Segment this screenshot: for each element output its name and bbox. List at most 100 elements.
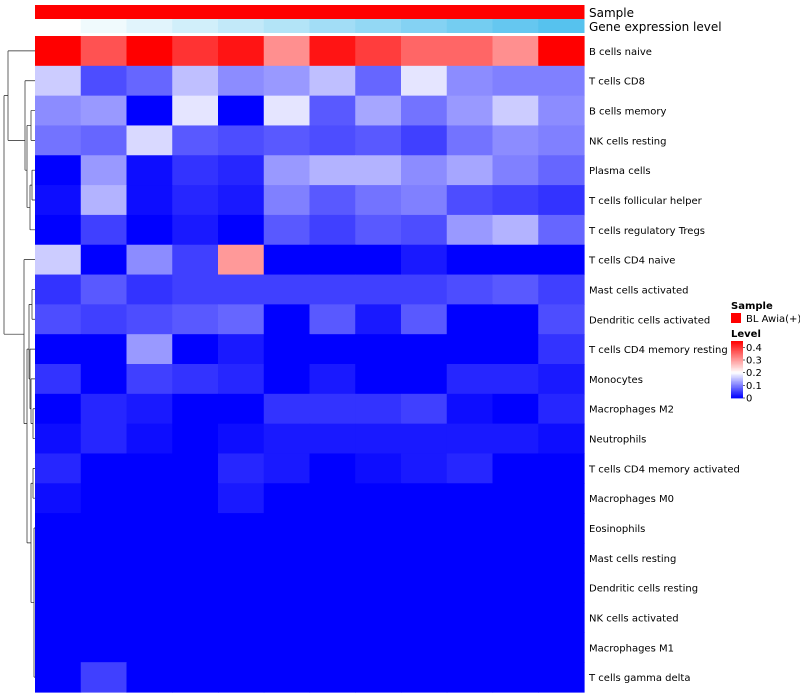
heatmap-cell [401,155,448,186]
heatmap-cell [126,364,173,395]
heatmap-cell [172,572,219,604]
heatmap-cell [492,214,539,246]
heatmap-cell [538,244,585,276]
heatmap-cell [309,513,356,544]
legend-colorbar-segment [731,388,743,390]
heatmap-cell [263,662,311,693]
heatmap-cell [35,393,82,425]
heatmap-cell [263,513,311,544]
heatmap-cell [35,244,82,276]
heatmap-cell [80,453,128,484]
heatmap-cell [35,572,82,604]
heatmap-cell [538,36,585,67]
heatmap-cell [355,423,402,455]
legend-colorbar-segment [731,396,743,399]
heatmap-cell [35,423,82,455]
heatmap-cell [446,36,494,67]
legend-ticks: 0.4 0.30.2 0.1 0 [743,343,762,405]
row-label: T cells CD4 naive [588,256,675,267]
heatmap-cell [309,65,356,97]
heatmap-cell [80,542,128,574]
heatmap-cell [172,602,219,633]
heatmap-cell [538,185,585,216]
heatmap-cell [355,602,402,633]
legend-colorbar [731,341,743,399]
heatmap-cell [80,483,128,514]
heatmap-cell [538,393,585,425]
row-label: Monocytes [589,375,643,386]
legend-colorbar-segment [731,389,743,392]
heatmap-cell [492,65,539,97]
heatmap-cell [538,662,585,693]
heatmap-cell [309,572,356,604]
heatmap-cell [35,334,82,365]
annotation-expression-cell [80,19,127,33]
heatmap-cell [126,453,173,484]
heatmap-cell [172,95,219,127]
heatmap-cell [401,572,448,604]
dendrogram-branch [28,304,32,380]
heatmap-cell [309,632,356,663]
legend-colorbar-segment [731,359,743,362]
heatmap-cell [126,483,173,514]
heatmap-cell [309,364,356,395]
row-label: T cells regulatory Tregs [588,226,705,237]
heatmap-cell [355,155,402,186]
row-label: T cells gamma delta [588,673,690,684]
dendrogram-branch [26,348,31,544]
legend-colorbar-segment [731,390,743,393]
heatmap-cell [218,453,265,484]
heatmap-cell [172,662,219,693]
heatmap-cell [355,513,402,544]
dendrogram-branch [33,527,35,678]
heatmap-cell [80,274,128,305]
heatmap-cell [355,364,402,395]
heatmap-cell [401,513,448,544]
heatmap-cell [80,602,128,633]
heatmap-cell [355,125,402,156]
legend-colorbar-segment [731,376,743,379]
heatmap-cell [35,155,82,186]
heatmap-cell [401,393,448,425]
heatmap-cell [401,214,448,246]
heatmap-cell [401,65,448,97]
heatmap-cell [35,214,82,246]
heatmap-cell [492,364,539,395]
heatmap-cell [309,95,356,127]
heatmap-cell [401,244,448,276]
dendrogram-branch [24,80,35,171]
heatmap-cell [80,304,128,335]
heatmap-cell [538,155,585,186]
heatmap-cell [401,453,448,484]
heatmap-cell [80,244,128,276]
heatmap-cell [401,542,448,574]
legend-tick-label: 0.4 [746,343,762,354]
heatmap-cell [35,483,82,514]
annotation-expression-cell [446,19,493,33]
heatmap-cell [492,155,539,186]
heatmap-cell [172,513,219,544]
heatmap-cell [309,125,356,156]
heatmap-cell [126,274,173,305]
heatmap-cell [446,602,494,633]
heatmap-cell [263,274,311,305]
heatmap-cell [218,95,265,127]
heatmap-cell [218,483,265,514]
heatmap-cell [401,95,448,127]
heatmap-cell [218,274,265,305]
dendrogram-branch [32,468,35,499]
legend-colorbar-segment [731,345,743,348]
annotation-sample-cell [218,5,265,19]
annotation-sample-cell [492,5,539,19]
heatmap-cell [172,483,219,514]
legend-level-title: Level [731,329,761,340]
legend-colorbar-segment [731,363,743,366]
heatmap-cell [172,364,219,395]
heatmap-cell [126,423,173,455]
row-label: NK cells resting [589,136,666,147]
legend-sample-title: Sample [731,301,773,312]
heatmap-cell [172,36,219,67]
heatmap-cell [126,155,173,186]
heatmap-cell [172,125,219,156]
legend-colorbar-segment [731,379,743,382]
